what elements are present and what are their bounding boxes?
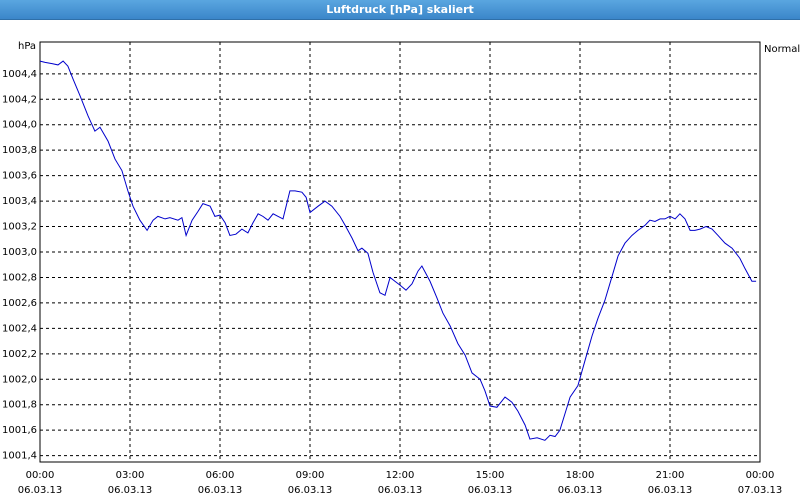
y-tick-label: 1003,2 bbox=[2, 222, 37, 233]
y-tick-label: 1002,2 bbox=[2, 349, 37, 360]
y-tick-label: 1001,6 bbox=[2, 425, 37, 436]
x-tick-label: 15:00 06.03.13 bbox=[467, 470, 513, 496]
x-tick-label: 03:00 06.03.13 bbox=[107, 470, 153, 496]
y-tick-label: 1003,0 bbox=[2, 247, 37, 258]
y-tick-label: 1003,6 bbox=[2, 171, 37, 182]
x-tick-label: 09:00 06.03.13 bbox=[287, 470, 333, 496]
x-tick-label: 12:00 06.03.13 bbox=[377, 470, 423, 496]
y-tick-label: 1004,4 bbox=[2, 69, 37, 80]
y-axis-label: hPa bbox=[18, 41, 36, 52]
x-tick-label: 00:00 07.03.13 bbox=[737, 470, 783, 496]
x-tick-label: 21:00 06.03.13 bbox=[647, 470, 693, 496]
x-tick-label: 18:00 06.03.13 bbox=[557, 470, 603, 496]
y-tick-label: 1002,6 bbox=[2, 298, 37, 309]
chart-title: Luftdruck [hPa] skaliert bbox=[0, 0, 800, 20]
y-tick-label: 1003,8 bbox=[2, 145, 37, 156]
legend-entry: Normal bbox=[764, 44, 800, 55]
y-tick-label: 1004,2 bbox=[2, 94, 37, 105]
x-tick-label: 06:00 06.03.13 bbox=[197, 470, 243, 496]
y-tick-label: 1002,0 bbox=[2, 374, 37, 385]
y-tick-label: 1001,4 bbox=[2, 451, 37, 462]
y-tick-label: 1002,4 bbox=[2, 323, 37, 334]
y-tick-label: 1003,4 bbox=[2, 196, 37, 207]
y-tick-label: 1001,8 bbox=[2, 400, 37, 411]
line-series bbox=[39, 60, 757, 441]
x-tick-label: 00:00 06.03.13 bbox=[17, 470, 63, 496]
y-tick-label: 1002,8 bbox=[2, 272, 37, 283]
y-tick-label: 1004,0 bbox=[2, 120, 37, 131]
